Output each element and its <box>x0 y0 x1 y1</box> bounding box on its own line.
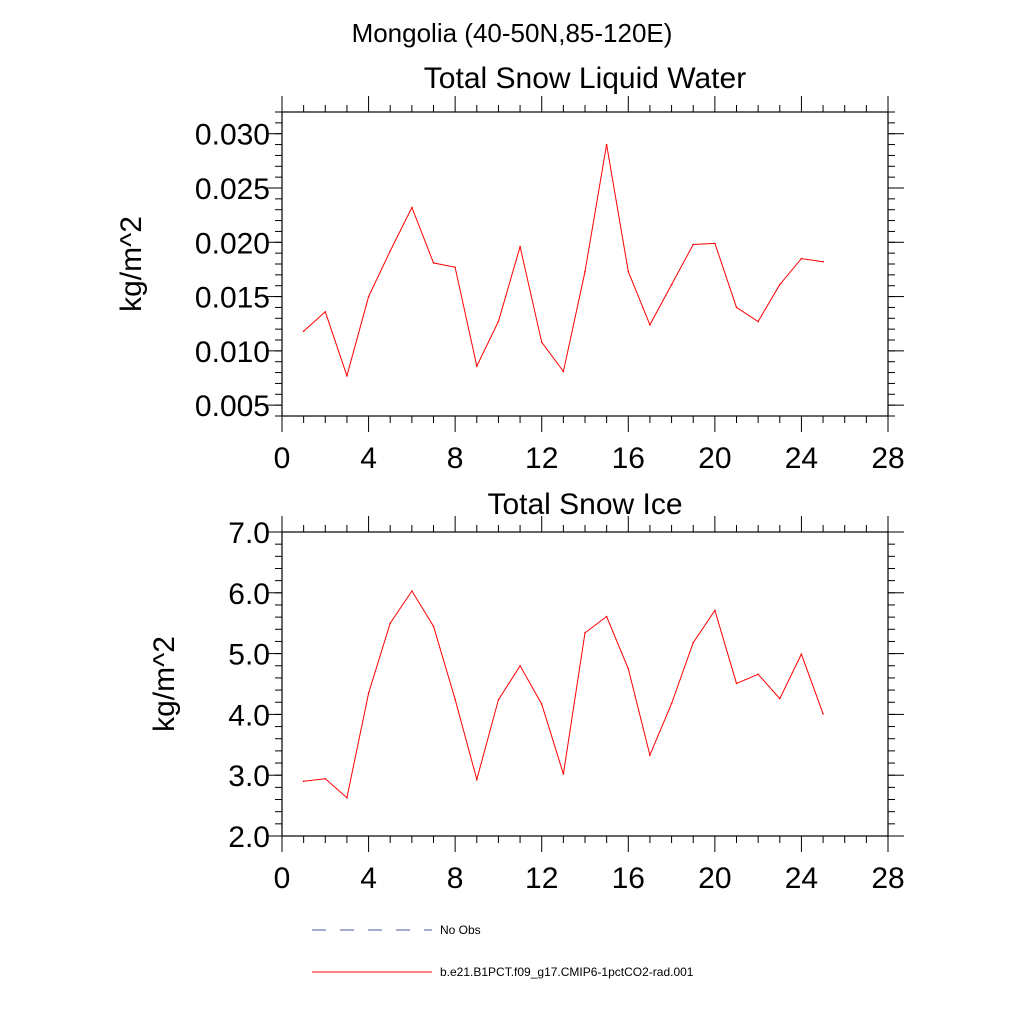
data-point <box>649 754 651 756</box>
y-tick-label: 7.0 <box>228 517 270 550</box>
data-point <box>692 641 694 644</box>
data-point <box>540 341 543 344</box>
data-point <box>627 668 630 670</box>
data-point <box>497 699 500 701</box>
y-tick-label: 0.020 <box>195 227 270 260</box>
y-tick-label: 0.005 <box>195 390 270 423</box>
data-point <box>627 270 630 273</box>
data-point <box>649 324 651 326</box>
chart-title: Total Snow Liquid Water <box>424 62 746 95</box>
data-point <box>324 311 327 313</box>
data-point <box>367 692 370 694</box>
x-tick-label: 16 <box>612 442 645 475</box>
x-tick-label: 20 <box>698 862 731 895</box>
chart-panel-snow-ice: Total Snow Ice kg/m^2 0 4 8 12 16 20 24 28 2.0 3.… <box>148 488 905 895</box>
data-point <box>519 245 521 248</box>
series-line-model-run <box>303 144 824 378</box>
x-tick-label: 4 <box>360 442 377 475</box>
x-tick-label: 24 <box>785 442 818 475</box>
legend-label-no-obs: No Obs <box>440 923 481 937</box>
data-point <box>757 673 759 676</box>
x-tick-label: 16 <box>612 862 645 895</box>
data-point <box>476 778 478 781</box>
x-tick-label: 24 <box>785 862 818 895</box>
data-point <box>454 698 456 700</box>
data-point <box>540 703 543 705</box>
x-tick-label: 28 <box>871 862 904 895</box>
x-tick-label: 20 <box>698 442 731 475</box>
legend: No Obs b.e21.B1PCT.f09_g17.CMIP6-1pctCO2… <box>312 923 694 979</box>
data-point <box>411 590 413 592</box>
data-point <box>714 242 716 245</box>
data-point <box>735 306 738 309</box>
data-point <box>584 632 586 634</box>
y-tick-label: 0.025 <box>195 173 270 206</box>
data-point <box>779 283 781 286</box>
data-point <box>346 796 348 799</box>
x-tick-label: 28 <box>871 442 904 475</box>
x-tick-label: 0 <box>274 442 291 475</box>
data-point <box>454 266 456 269</box>
data-point <box>302 780 305 783</box>
chart-panel-snow-liquid-water: Total Snow Liquid Water kg/m^2 0 4 8 12 16 20… <box>115 62 905 475</box>
x-tick-label: 4 <box>360 862 377 895</box>
y-tick-label: 2.0 <box>228 821 270 854</box>
data-point <box>432 262 435 264</box>
data-point <box>605 143 608 146</box>
y-tick-label: 0.030 <box>195 119 270 152</box>
y-tick-label: 4.0 <box>228 699 270 732</box>
x-tick-label: 12 <box>525 442 558 475</box>
plot-frame <box>281 531 889 837</box>
data-point <box>670 702 673 705</box>
x-tick-label: 12 <box>525 862 558 895</box>
x-tick-label: 8 <box>447 442 464 475</box>
data-point <box>670 283 673 286</box>
data-point <box>497 320 500 323</box>
data-point <box>324 778 327 780</box>
x-tick-label: 8 <box>447 862 464 895</box>
data-point <box>367 295 370 298</box>
data-point <box>432 625 435 627</box>
data-point <box>389 622 392 624</box>
data-point <box>411 206 413 209</box>
series-line-model-run <box>303 590 824 799</box>
data-point <box>822 713 824 715</box>
data-point <box>346 375 348 377</box>
data-point <box>584 270 586 273</box>
data-point <box>714 609 716 612</box>
data-point <box>302 330 305 333</box>
data-point <box>562 370 565 373</box>
data-point <box>735 682 738 685</box>
y-tick-label: 6.0 <box>228 578 270 611</box>
chart-title: Total Snow Ice <box>487 488 682 521</box>
y-tick-label: 0.015 <box>195 282 270 315</box>
y-tick-label: 0.010 <box>195 336 270 369</box>
x-tick-label: 0 <box>274 862 291 895</box>
data-point <box>519 665 521 667</box>
legend-label-model-run: b.e21.B1PCT.f09_g17.CMIP6-1pctCO2-rad.00… <box>440 965 694 979</box>
y-axis-label: kg/m^2 <box>148 636 181 732</box>
y-tick-label: 5.0 <box>228 639 270 672</box>
data-point <box>800 653 803 655</box>
data-point <box>562 773 565 775</box>
y-tick-label: 3.0 <box>228 760 270 793</box>
y-axis-label: kg/m^2 <box>115 216 148 312</box>
data-point <box>779 697 781 700</box>
data-point <box>389 250 392 252</box>
data-point <box>692 243 694 246</box>
data-point <box>822 261 824 263</box>
data-point <box>605 615 608 618</box>
data-point <box>476 365 478 367</box>
data-point <box>757 320 759 323</box>
page-title: Mongolia (40-50N,85-120E) <box>352 18 673 48</box>
data-point <box>800 257 803 260</box>
